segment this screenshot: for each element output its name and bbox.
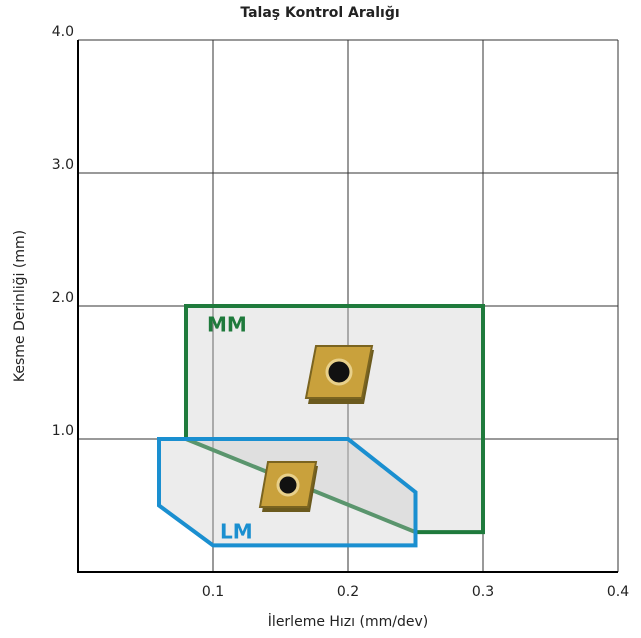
page: Talaş Kontrol Aralığı İlerleme Hızı (mm/… <box>0 0 641 638</box>
x-tick-label: 0.2 <box>337 584 359 600</box>
chart: Talaş Kontrol Aralığı İlerleme Hızı (mm/… <box>0 0 641 638</box>
chart-title: Talaş Kontrol Aralığı <box>240 5 399 21</box>
series-name: LM <box>220 520 253 544</box>
y-tick-label: 2.0 <box>52 290 74 306</box>
y-tick-label: 1.0 <box>52 423 74 439</box>
y-tick-label: 4.0 <box>52 24 74 40</box>
insert-icon <box>260 462 318 512</box>
insert-icon <box>306 346 374 404</box>
y-tick-label: 3.0 <box>52 157 74 173</box>
plot-area: MM LM <box>159 306 483 545</box>
x-axis-label: İlerleme Hızı (mm/dev) <box>268 612 428 630</box>
x-tick-label: 0.4 <box>607 584 629 600</box>
y-axis-label: Kesme Derinliği (mm) <box>12 230 28 382</box>
x-tick-label: 0.3 <box>472 584 494 600</box>
series-name: MM <box>207 313 247 337</box>
x-tick-label: 0.1 <box>202 584 224 600</box>
